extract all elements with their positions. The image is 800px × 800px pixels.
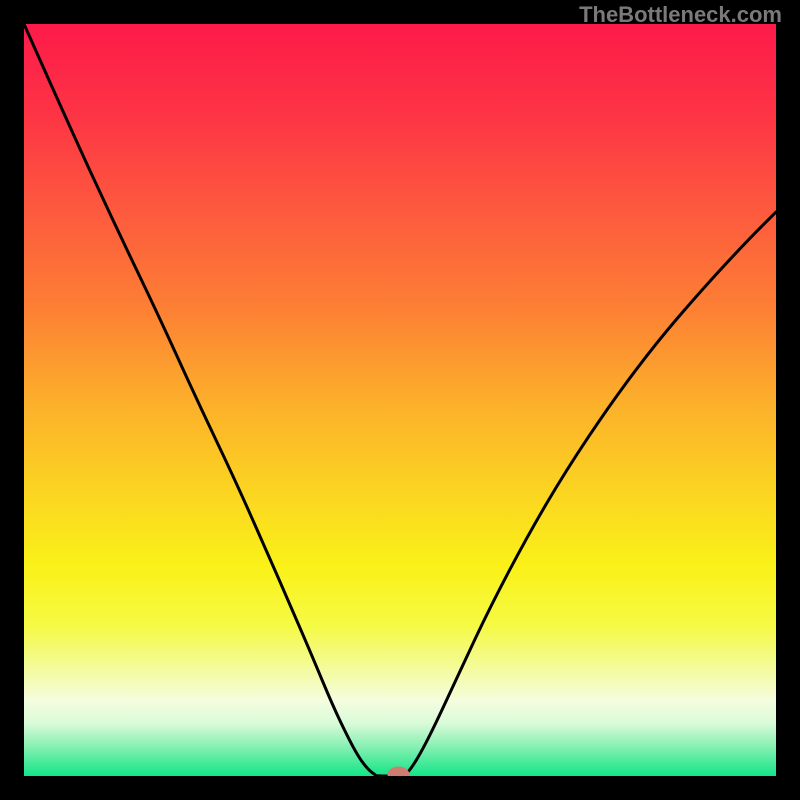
chart-stage: TheBottleneck.com (0, 0, 800, 800)
watermark-text: TheBottleneck.com (579, 2, 782, 28)
plot-area (24, 24, 776, 776)
gradient-background (24, 24, 776, 776)
